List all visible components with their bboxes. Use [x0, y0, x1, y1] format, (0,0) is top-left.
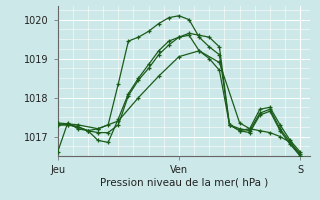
X-axis label: Pression niveau de la mer( hPa ): Pression niveau de la mer( hPa ) [100, 178, 268, 188]
